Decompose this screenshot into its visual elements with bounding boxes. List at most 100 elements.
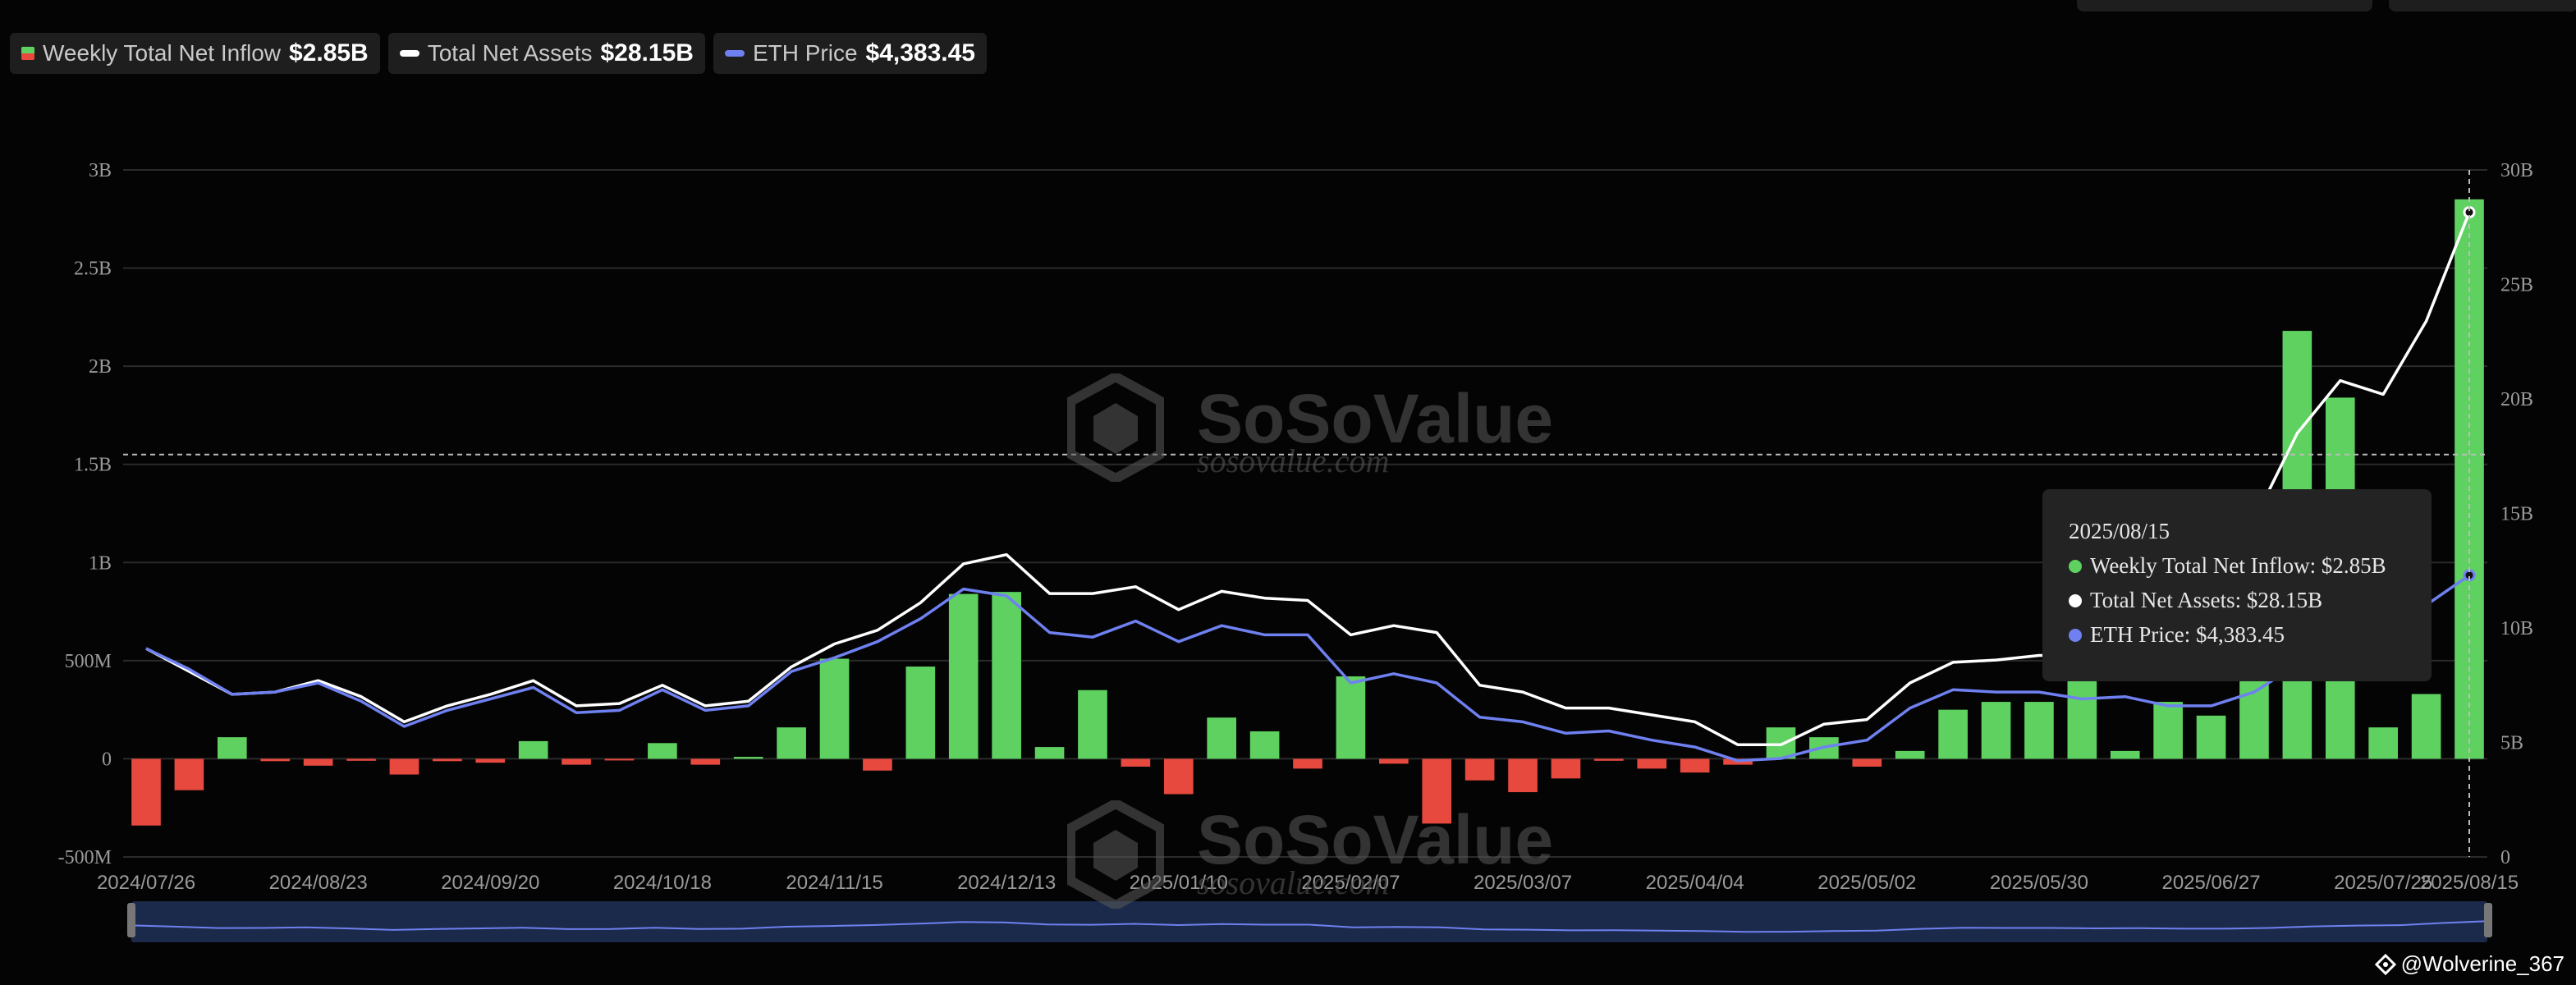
inflow-bar bbox=[2411, 694, 2441, 759]
inflow-bar bbox=[1422, 758, 1452, 824]
watermark-bottom-brand: SoSoValue bbox=[1197, 801, 1554, 878]
inflow-bar bbox=[1981, 702, 2011, 759]
inflow-bar bbox=[303, 758, 333, 766]
inflow-bar bbox=[1163, 758, 1194, 795]
inflow-bar bbox=[1464, 758, 1495, 781]
inflow-bar bbox=[1336, 676, 1366, 759]
inflow-bar bbox=[1078, 690, 1107, 759]
legend-inflow-value: $2.85B bbox=[288, 39, 369, 66]
watermark-top-brand: SoSoValue bbox=[1197, 380, 1554, 457]
y-left-tick-label: 1.5B bbox=[74, 455, 112, 476]
legend-eth[interactable]: ETH Price $4,383.45 bbox=[713, 33, 987, 74]
tooltip-eth: ETH Price: $4,383.45 bbox=[2090, 622, 2285, 647]
inflow-bar bbox=[131, 758, 161, 826]
grid-lines bbox=[123, 169, 2487, 858]
inflow-bar bbox=[1852, 758, 1882, 767]
navigator-handle-right bbox=[2484, 903, 2492, 937]
inflow-bar bbox=[1249, 731, 1280, 759]
inflow-bar bbox=[2024, 702, 2054, 759]
y-left-tick-label: -500M bbox=[58, 847, 112, 868]
inflow-bar bbox=[2368, 727, 2399, 759]
top-control-2[interactable] bbox=[2389, 0, 2576, 11]
inflow-bar bbox=[648, 743, 677, 759]
legend-eth-value: $4,383.45 bbox=[865, 39, 975, 66]
x-tick-label: 2025/04/04 bbox=[1646, 872, 1744, 894]
watermark-bottom bbox=[1066, 798, 1166, 913]
y-left-tick-label: 0 bbox=[102, 749, 112, 770]
inflow-bar bbox=[2239, 670, 2269, 759]
x-tick-label: 2024/09/20 bbox=[441, 872, 539, 894]
legend-assets-label: Total Net Assets bbox=[427, 40, 593, 66]
right-axis: 0 5B 10B 15B 20B 25B 30B bbox=[2500, 160, 2533, 868]
watermark-bottom-url: sosovalue.com bbox=[1197, 864, 1390, 901]
legend: Weekly Total Net Inflow $2.85B Total Net… bbox=[10, 33, 987, 74]
left-axis: -500M 0 500M 1B 1.5B 2B 2.5B 3B bbox=[58, 160, 112, 868]
inflow-bar bbox=[604, 758, 635, 761]
inflow-dot-icon bbox=[2069, 559, 2082, 573]
inflow-bar bbox=[948, 593, 979, 759]
inflow-swatch-icon bbox=[21, 47, 34, 60]
sosovalue-logo-icon bbox=[1066, 371, 1166, 484]
x-tick-label: 2025/07/25 bbox=[2334, 872, 2432, 894]
inflow-bar bbox=[561, 758, 591, 765]
x-tick-label: 2025/08/15 bbox=[2420, 872, 2519, 894]
assets-dot-icon bbox=[2069, 593, 2082, 607]
inflow-bar bbox=[819, 658, 850, 759]
top-control-1[interactable] bbox=[2077, 0, 2372, 11]
inflow-bar bbox=[1293, 758, 1322, 769]
inflow-bar bbox=[1680, 758, 1710, 773]
tooltip-eth-row: ETH Price: $4,383.45 bbox=[2069, 622, 2285, 648]
diamond-logo-icon bbox=[2374, 953, 2396, 975]
inflow-bar bbox=[346, 758, 376, 761]
tooltip-assets-row: Total Net Assets: $28.15B bbox=[2069, 588, 2322, 613]
inflow-bar bbox=[2153, 702, 2183, 759]
legend-inflow[interactable]: Weekly Total Net Inflow $2.85B bbox=[10, 33, 380, 74]
navigator-line bbox=[131, 920, 2488, 933]
inflow-bar bbox=[690, 758, 721, 765]
y-left-tick-label: 500M bbox=[65, 651, 112, 672]
tooltip-date: 2025/08/15 bbox=[2069, 519, 2170, 543]
inflow-bar bbox=[905, 667, 936, 759]
sosovalue-logo-icon bbox=[1066, 798, 1166, 911]
eth-line bbox=[145, 574, 2470, 763]
inflow-bar bbox=[1551, 758, 1581, 779]
inflow-bar bbox=[174, 758, 204, 790]
y-right-tick-label: 5B bbox=[2500, 733, 2523, 754]
tooltip: 2025/08/15 Weekly Total Net Inflow: $2.8… bbox=[2042, 489, 2432, 681]
y-right-tick-label: 30B bbox=[2500, 160, 2533, 181]
credit: @Wolverine_367 bbox=[2374, 951, 2565, 977]
inflow-bar bbox=[2110, 750, 2140, 759]
inflow-bar bbox=[863, 758, 892, 771]
x-tick-label: 2025/06/27 bbox=[2161, 872, 2260, 894]
range-navigator[interactable] bbox=[127, 901, 2492, 942]
tooltip-inflow-row: Weekly Total Net Inflow: $2.85B bbox=[2069, 553, 2386, 579]
navigator-handle-left bbox=[127, 903, 135, 937]
inflow-bar bbox=[777, 727, 806, 759]
y-right-tick-label: 15B bbox=[2500, 504, 2533, 525]
inflow-bar bbox=[992, 592, 1021, 759]
inflow-bar bbox=[518, 740, 548, 759]
y-left-tick-label: 1B bbox=[89, 552, 112, 574]
inflow-bar bbox=[389, 758, 419, 775]
inflow-bar bbox=[1508, 758, 1538, 793]
x-tick-label: 2024/12/13 bbox=[957, 872, 1056, 894]
inflow-bar bbox=[1034, 747, 1065, 759]
inflow-bar bbox=[1378, 758, 1409, 764]
inflow-bar bbox=[733, 757, 763, 759]
legend-assets[interactable]: Total Net Assets $28.15B bbox=[387, 33, 705, 74]
inflow-bar bbox=[1207, 717, 1237, 759]
x-tick-label: 2024/08/23 bbox=[269, 872, 368, 894]
watermark-top bbox=[1066, 371, 1166, 486]
navigator-track bbox=[131, 901, 2487, 942]
tooltip-inflow: Weekly Total Net Inflow: $2.85B bbox=[2090, 553, 2386, 578]
y-right-tick-label: 10B bbox=[2500, 618, 2533, 639]
inflow-bar bbox=[2196, 715, 2226, 759]
inflow-bar bbox=[433, 758, 462, 762]
inflow-bar bbox=[260, 758, 291, 762]
y-right-tick-label: 25B bbox=[2500, 275, 2533, 296]
inflow-bar bbox=[1121, 758, 1151, 767]
inflow-bar bbox=[475, 758, 506, 763]
y-left-tick-label: 2.5B bbox=[74, 259, 112, 280]
y-right-tick-label: 20B bbox=[2500, 389, 2533, 410]
x-tick-label: 2024/07/26 bbox=[97, 872, 195, 894]
